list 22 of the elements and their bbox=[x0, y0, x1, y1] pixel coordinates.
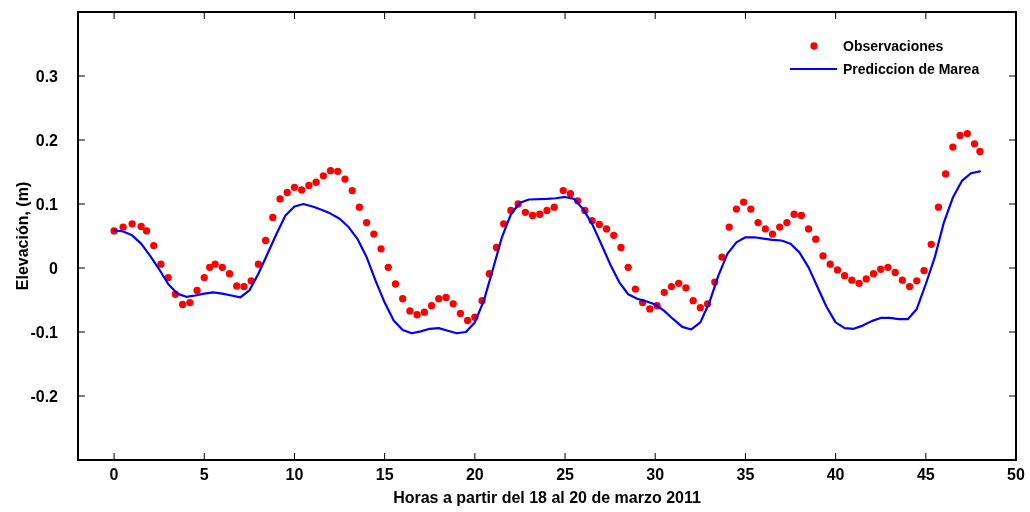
legend-label: Observaciones bbox=[843, 38, 944, 54]
y-tick-label: 0 bbox=[49, 260, 59, 277]
y-tick-label: -0.2 bbox=[30, 388, 59, 405]
x-tick-label: 50 bbox=[1007, 466, 1025, 483]
x-tick-label: 35 bbox=[736, 466, 755, 483]
x-tick-label: 40 bbox=[826, 466, 845, 483]
x-tick-label: 0 bbox=[109, 466, 119, 483]
x-tick-label: 15 bbox=[375, 466, 394, 483]
y-tick-label: 0.3 bbox=[35, 68, 59, 85]
line-series bbox=[112, 170, 982, 335]
x-tick-label: 25 bbox=[556, 466, 575, 483]
x-axis-title: Horas a partir del 18 al 20 de marzo 2011 bbox=[393, 489, 701, 506]
y-axis-title: Elevación, (m) bbox=[14, 181, 31, 291]
y-tick-label: -0.1 bbox=[30, 324, 59, 341]
legend-label: Prediccion de Marea bbox=[843, 61, 980, 77]
x-tick-label: 45 bbox=[916, 466, 935, 483]
y-tick-label: 0.2 bbox=[35, 132, 59, 149]
x-tick-label: 10 bbox=[285, 466, 304, 483]
x-tick-label: 20 bbox=[465, 466, 484, 483]
x-tick-label: 5 bbox=[199, 466, 209, 483]
x-tick-label: 30 bbox=[646, 466, 665, 483]
y-tick-label: 0.1 bbox=[35, 196, 59, 213]
